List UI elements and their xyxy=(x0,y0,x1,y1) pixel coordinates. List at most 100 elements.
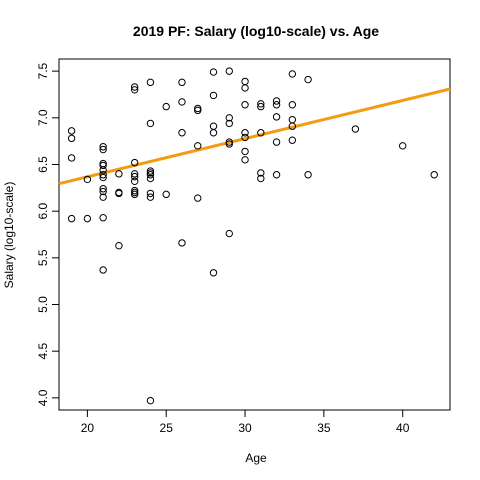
data-point xyxy=(99,193,107,201)
data-point xyxy=(241,129,249,137)
data-point xyxy=(146,78,155,87)
data-point xyxy=(225,114,233,122)
data-point xyxy=(130,170,139,178)
x-axis: 20 25 30 35 40 xyxy=(81,410,410,435)
data-point xyxy=(146,167,155,175)
data-point xyxy=(146,189,155,198)
data-point xyxy=(288,122,297,130)
data-point xyxy=(115,189,123,198)
data-point xyxy=(67,154,76,162)
regression-line xyxy=(58,87,451,186)
data-point xyxy=(288,101,297,109)
fit-line-layer xyxy=(58,87,451,186)
y-tick-label: 4.5 xyxy=(36,343,50,360)
data-point xyxy=(115,242,123,250)
data-point xyxy=(115,170,123,178)
data-point xyxy=(130,83,139,91)
data-point xyxy=(257,102,265,111)
data-point xyxy=(194,106,202,115)
data-point xyxy=(209,68,218,76)
data-point xyxy=(99,171,107,179)
data-point xyxy=(67,214,76,223)
data-point xyxy=(146,396,155,405)
y-tick-label: 7.0 xyxy=(36,109,50,126)
data-point xyxy=(209,269,218,277)
x-tick-label: 30 xyxy=(238,421,252,435)
y-tick-label: 5.5 xyxy=(36,249,50,266)
x-axis-title: Age xyxy=(245,451,267,465)
data-point xyxy=(194,104,202,113)
data-point xyxy=(83,175,92,184)
x-tick-label: 35 xyxy=(317,421,331,435)
data-point xyxy=(178,78,186,87)
x-tick-label: 40 xyxy=(396,421,410,435)
data-point xyxy=(130,190,139,199)
data-point xyxy=(146,119,155,128)
plot-frame xyxy=(58,58,451,411)
data-point xyxy=(130,177,139,185)
data-point xyxy=(241,101,249,109)
data-point xyxy=(130,86,139,94)
data-point xyxy=(209,129,218,137)
data-point xyxy=(178,239,186,247)
data-point xyxy=(99,166,107,174)
data-point xyxy=(162,102,170,111)
data-point xyxy=(130,158,139,167)
data-point xyxy=(99,173,107,182)
data-point xyxy=(99,187,107,196)
data-point xyxy=(272,97,281,105)
x-tick-label: 20 xyxy=(81,421,95,435)
y-tick-label: 6.5 xyxy=(36,156,50,173)
data-point xyxy=(225,138,233,146)
data-point xyxy=(225,119,233,128)
data-point xyxy=(194,142,202,150)
data-point xyxy=(257,129,265,137)
data-point xyxy=(146,169,155,177)
data-point xyxy=(209,91,218,100)
data-point xyxy=(99,185,107,193)
data-point xyxy=(99,266,107,274)
data-point xyxy=(225,67,233,75)
data-point xyxy=(194,194,202,202)
data-point xyxy=(130,188,139,197)
data-point xyxy=(399,142,407,150)
data-point xyxy=(162,190,170,199)
data-point xyxy=(241,133,249,142)
data-point xyxy=(272,101,281,109)
data-point xyxy=(272,138,281,146)
data-point xyxy=(130,172,139,181)
data-point xyxy=(304,75,312,84)
data-point xyxy=(430,171,438,179)
data-point xyxy=(272,113,281,121)
y-tick-label: 7.5 xyxy=(36,62,50,79)
y-tick-label: 4.0 xyxy=(36,389,50,406)
chart-title: 2019 PF: Salary (log10-scale) vs. Age xyxy=(133,23,379,39)
data-point xyxy=(178,98,186,106)
points-layer xyxy=(67,67,438,405)
data-point xyxy=(257,100,265,108)
y-axis: 4.0 4.5 5.0 5.5 6.0 6.5 7.0 7.5 xyxy=(36,62,59,406)
y-axis-title: Salary (log10-scale) xyxy=(2,182,16,289)
data-point xyxy=(241,156,249,164)
data-point xyxy=(99,143,107,151)
data-point xyxy=(130,186,139,195)
data-point xyxy=(241,147,249,156)
data-point xyxy=(272,171,281,179)
data-point xyxy=(257,169,265,177)
x-tick-label: 25 xyxy=(160,421,174,435)
data-point xyxy=(241,84,249,92)
data-point xyxy=(288,136,297,144)
data-point xyxy=(99,213,107,222)
y-tick-label: 5.0 xyxy=(36,296,50,313)
data-point xyxy=(146,193,155,201)
data-point xyxy=(146,174,155,183)
data-point xyxy=(99,145,107,154)
data-point xyxy=(225,140,233,148)
data-point xyxy=(67,127,76,135)
data-point xyxy=(99,161,107,170)
data-point xyxy=(178,129,186,137)
data-point xyxy=(83,214,92,223)
data-point xyxy=(257,174,265,183)
